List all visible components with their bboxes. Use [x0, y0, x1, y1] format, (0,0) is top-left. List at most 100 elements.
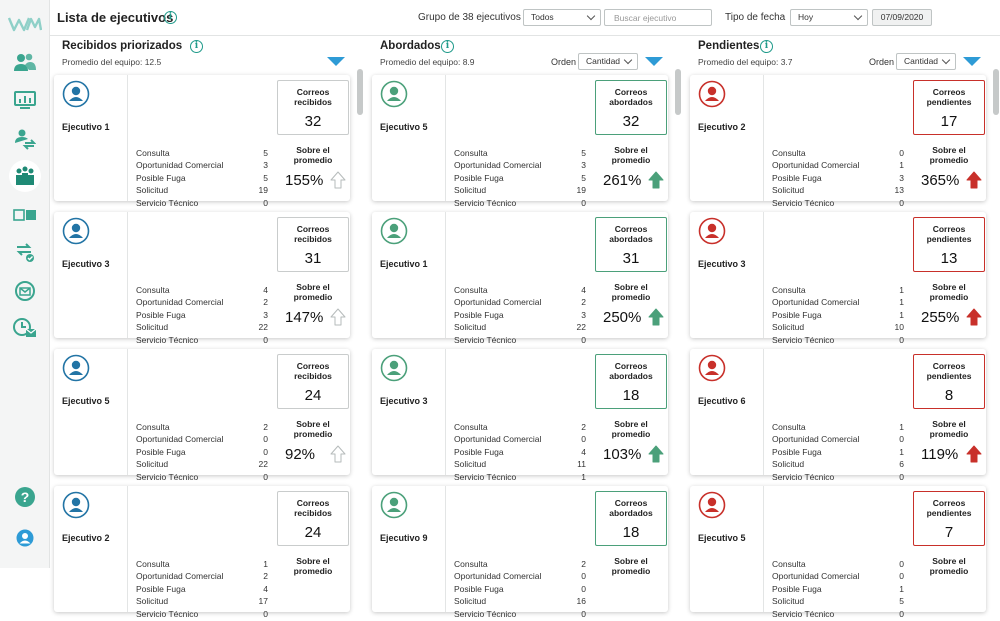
search-input[interactable] [604, 9, 712, 26]
card-identity: Ejecutivo 5 [54, 349, 128, 475]
dashboard-icon[interactable] [13, 88, 37, 112]
executive-card[interactable]: Ejecutivo 5 Consulta 2 Oportunidad Comercia… [54, 349, 350, 482]
executive-name: Ejecutivo 5 [62, 396, 110, 406]
above-average-label: Sobre el promedio [611, 419, 651, 439]
info-icon[interactable]: i [441, 40, 454, 53]
category-label: Posible Fuga [772, 310, 822, 320]
category-row: Oportunidad Comercial 0 [136, 434, 268, 446]
executive-card[interactable]: Ejecutivo 2 Consulta 0 Oportunidad Comercia… [690, 75, 986, 208]
category-row: Solicitud 5 [772, 596, 904, 608]
info-icon[interactable]: i [760, 40, 773, 53]
category-label: Oportunidad Comercial [136, 571, 224, 581]
clock-mail-icon[interactable] [13, 316, 37, 340]
chevron-down-icon [586, 11, 596, 21]
toggle-view-icon[interactable] [13, 203, 37, 227]
category-row: Oportunidad Comercial 3 [136, 160, 268, 172]
mail-count-box: Correos pendientes 7 [913, 491, 985, 546]
mail-count-value: 24 [304, 387, 322, 404]
card-identity: Ejecutivo 1 [372, 212, 446, 338]
category-row: Posible Fuga 4 [136, 584, 268, 596]
user-profile-icon[interactable] [16, 529, 34, 547]
scrollbar[interactable] [357, 69, 363, 568]
scrollbar[interactable] [675, 69, 681, 568]
category-count: 0 [899, 609, 904, 619]
date-field[interactable]: 07/09/2020 [872, 9, 932, 26]
mail-count-label: Correos abordados [609, 224, 653, 244]
order-select-value: Cantidad [586, 56, 621, 66]
order-select[interactable]: Cantidad [896, 53, 956, 70]
category-label: Solicitud [772, 322, 805, 332]
executive-card[interactable]: Ejecutivo 6 Consulta 1 Oportunidad Comercia… [690, 349, 986, 482]
category-row: Solicitud 6 [772, 459, 904, 471]
sort-direction-icon[interactable] [645, 57, 663, 66]
scrollbar-thumb[interactable] [675, 69, 681, 115]
executive-card[interactable]: Ejecutivo 1 Consulta 4 Oportunidad Comercia… [372, 212, 668, 345]
sort-direction-icon[interactable] [963, 57, 981, 66]
chevron-down-icon [853, 11, 863, 21]
executive-card[interactable]: Ejecutivo 9 Consulta 2 Oportunidad Comercia… [372, 486, 668, 619]
above-average-label: Sobre el promedio [293, 282, 333, 302]
arrow-up-icon [966, 308, 982, 331]
executive-card[interactable]: Ejecutivo 5 Consulta 0 Oportunidad Comercia… [690, 486, 986, 619]
above-average-value: 119% [921, 446, 959, 463]
category-row: Oportunidad Comercial 2 [136, 571, 268, 583]
info-icon[interactable]: i [190, 40, 203, 53]
executive-name: Ejecutivo 5 [380, 122, 428, 132]
group-select[interactable]: Todos [523, 9, 601, 26]
mail-count-value: 32 [622, 113, 640, 130]
above-average-label: Sobre el promedio [611, 145, 651, 165]
executive-card[interactable]: Ejecutivo 3 Consulta 4 Oportunidad Comercia… [54, 212, 350, 345]
category-count: 3 [899, 173, 904, 183]
category-row: Oportunidad Comercial 3 [454, 160, 586, 172]
date-type-select[interactable]: Hoy [790, 9, 868, 26]
category-count: 1 [899, 297, 904, 307]
reassign-icon[interactable] [13, 240, 37, 264]
mail-count-label: Correos pendientes [926, 87, 972, 107]
category-row: Consulta 5 [136, 148, 268, 160]
category-row: Oportunidad Comercial 2 [454, 297, 586, 309]
executive-card[interactable]: Ejecutivo 5 Consulta 5 Oportunidad Comercia… [372, 75, 668, 208]
executive-card[interactable]: Ejecutivo 2 Consulta 1 Oportunidad Comercia… [54, 486, 350, 619]
team-average: Promedio del equipo: 12.5 [62, 57, 162, 67]
category-row: Solicitud 13 [772, 185, 904, 197]
scrollbar[interactable] [993, 69, 999, 568]
order-select[interactable]: Cantidad [578, 53, 638, 70]
category-row: Servicio Técnico 0 [136, 198, 268, 210]
team-icon[interactable] [9, 160, 41, 192]
category-count: 0 [899, 198, 904, 208]
help-icon[interactable]: ? [14, 486, 36, 508]
group-select-value: Todos [531, 12, 554, 22]
scrollbar-thumb[interactable] [993, 69, 999, 115]
sort-direction-icon[interactable] [327, 57, 345, 66]
mail-count-label: Correos abordados [609, 498, 653, 518]
category-count: 2 [581, 422, 586, 432]
category-row: Solicitud 11 [454, 459, 586, 471]
mail-settings-icon[interactable] [13, 279, 37, 303]
team-average: Promedio del equipo: 8.9 [380, 57, 475, 67]
above-average-value: 261% [603, 172, 642, 189]
category-count: 3 [581, 160, 586, 170]
card-identity: Ejecutivo 3 [690, 212, 764, 338]
category-label: Solicitud [136, 322, 169, 332]
users-group-icon[interactable] [13, 50, 37, 74]
executive-name: Ejecutivo 1 [380, 259, 428, 269]
category-row: Posible Fuga 1 [772, 584, 904, 596]
executive-card[interactable]: Ejecutivo 1 Consulta 5 Oportunidad Comercia… [54, 75, 350, 208]
executive-card[interactable]: Ejecutivo 3 Consulta 1 Oportunidad Comercia… [690, 212, 986, 345]
scrollbar-thumb[interactable] [357, 69, 363, 115]
category-row: Solicitud 19 [136, 185, 268, 197]
above-average-label: Sobre el promedio [293, 556, 333, 576]
category-label: Posible Fuga [136, 310, 186, 320]
category-row: Consulta 2 [136, 422, 268, 434]
avatar-icon [698, 80, 726, 108]
card-identity: Ejecutivo 6 [690, 349, 764, 475]
category-row: Consulta 4 [136, 285, 268, 297]
category-count: 5 [581, 148, 586, 158]
category-count: 1 [899, 160, 904, 170]
info-icon[interactable]: i [164, 11, 177, 24]
category-label: Posible Fuga [772, 584, 822, 594]
executive-name: Ejecutivo 1 [62, 122, 110, 132]
executive-card[interactable]: Ejecutivo 3 Consulta 2 Oportunidad Comercia… [372, 349, 668, 482]
category-count: 0 [899, 148, 904, 158]
user-transfer-icon[interactable] [13, 127, 37, 151]
